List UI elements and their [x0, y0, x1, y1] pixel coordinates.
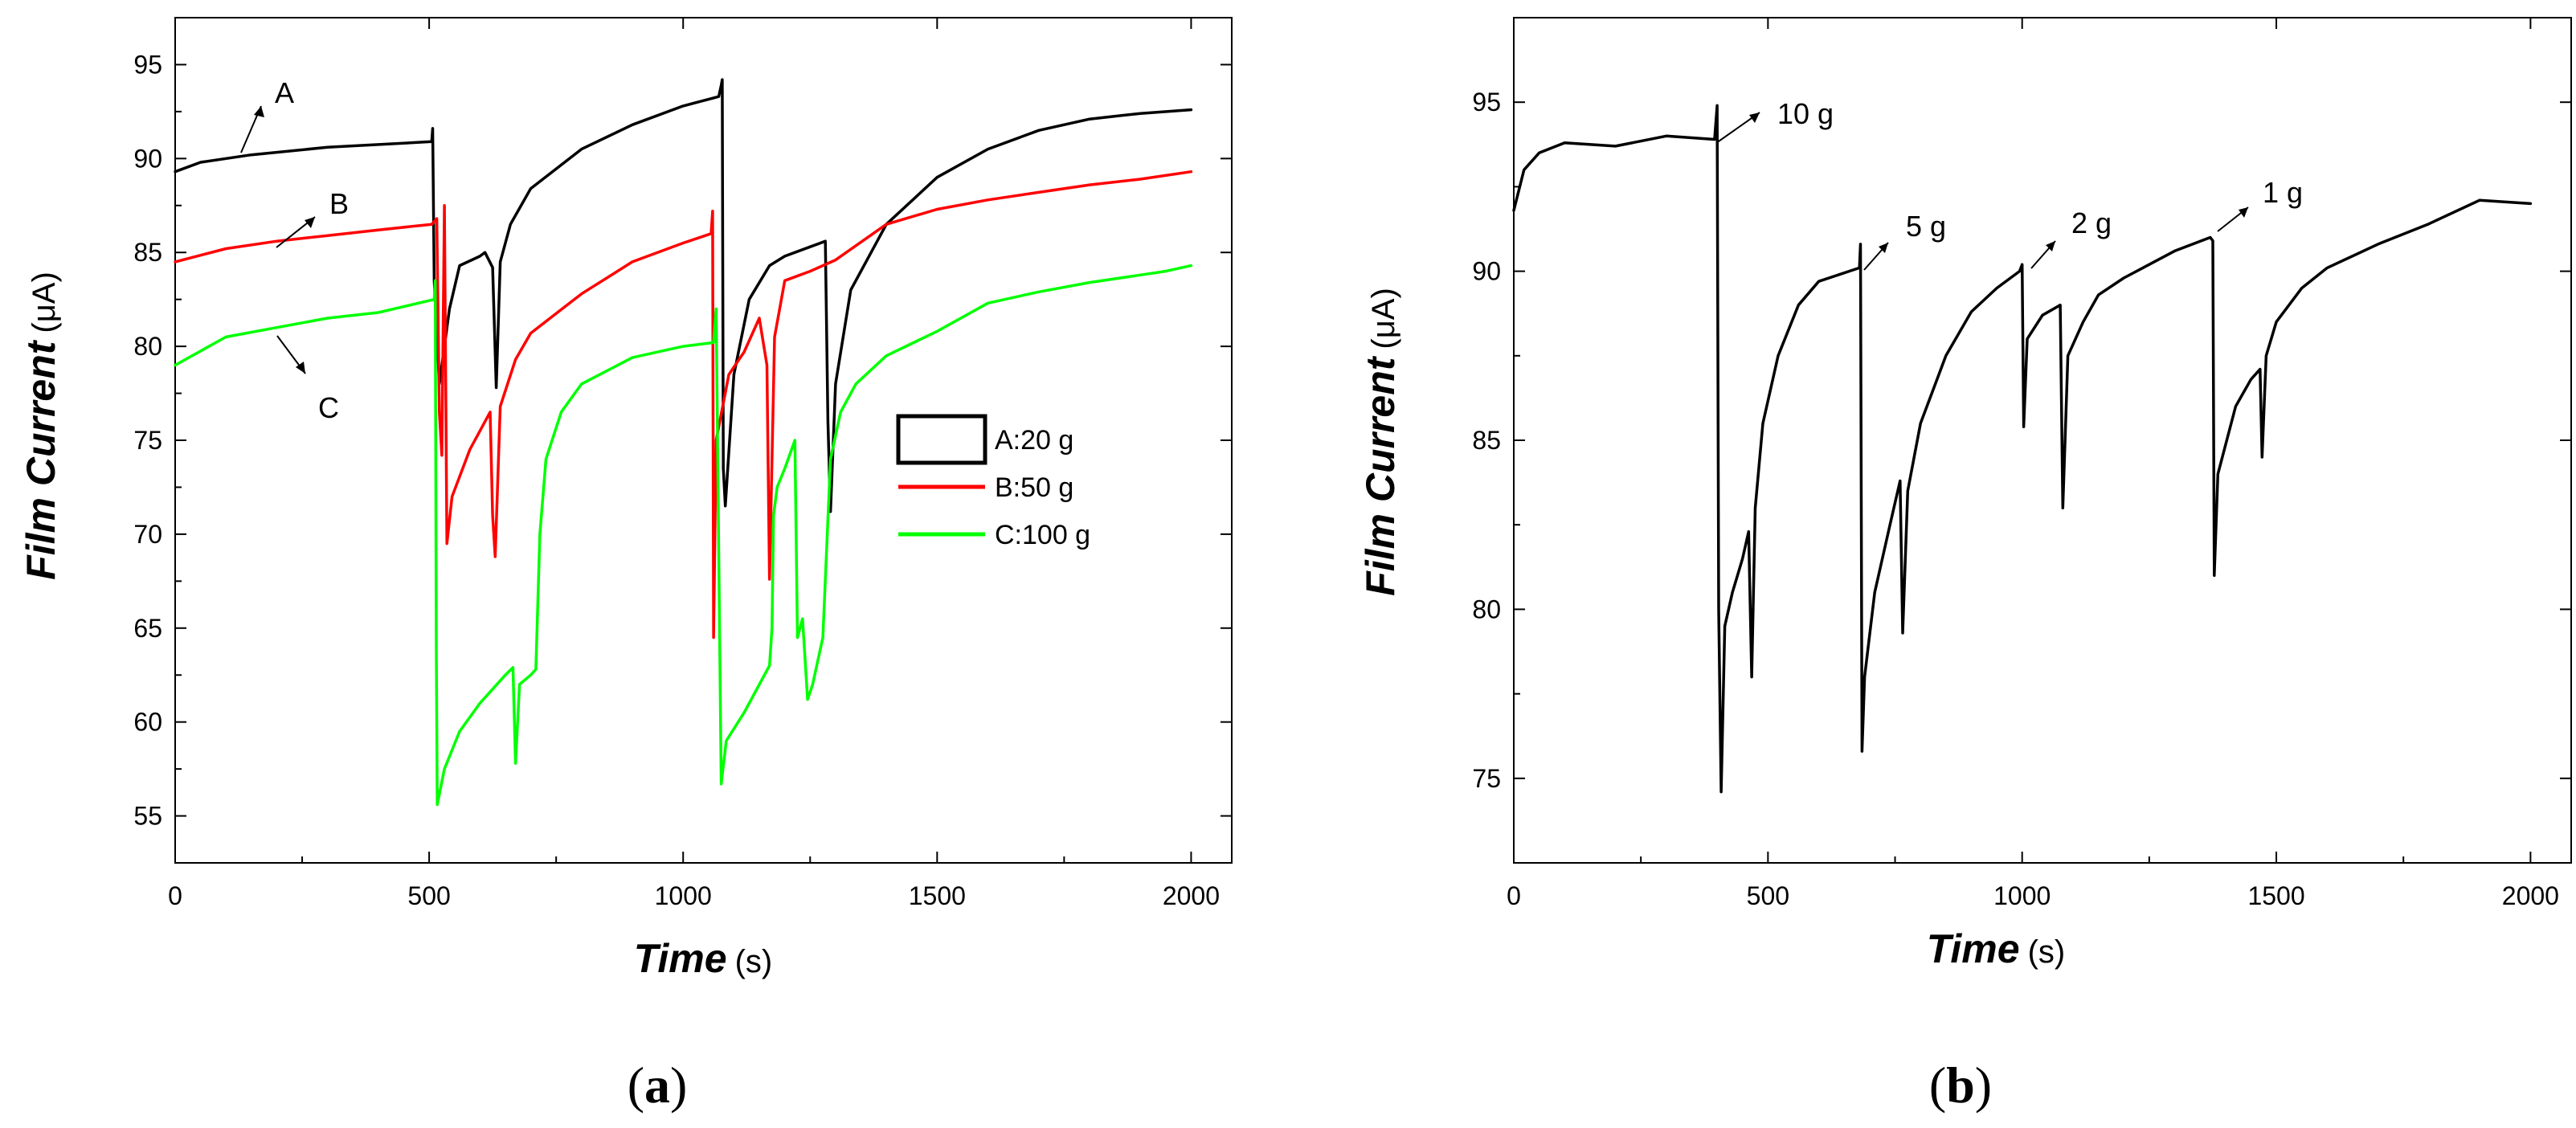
x-tick-label: 1500	[909, 881, 966, 910]
ticks-b: 0 500 1000 1500 2000 75 80 85 90 95	[1472, 18, 2571, 910]
y-tick-label: 55	[133, 802, 162, 831]
x-tick-label: 1000	[1993, 881, 2051, 910]
legend-a: A:20 g B:50 g C:100 g	[896, 414, 1090, 550]
annotation-arrowhead-1g	[2239, 207, 2248, 218]
y-axis-title-b: Film Current(μA)	[1358, 288, 1403, 596]
annotation-label-c: C	[318, 391, 339, 424]
annotation-label-2g: 2 g	[2071, 206, 2112, 239]
panel-label-a: (a)	[628, 1056, 688, 1114]
x-tick-label: 500	[1747, 881, 1789, 910]
y-tick-label: 80	[133, 332, 162, 361]
y-tick-label: 95	[1472, 88, 1501, 116]
y-tick-label: 60	[133, 708, 162, 737]
annotation-label-a: A	[275, 76, 294, 109]
series-group-a	[174, 78, 1193, 807]
annotation-label-b: B	[329, 187, 349, 220]
x-tick-label: 500	[407, 881, 450, 910]
annotation-arrowhead-c	[296, 362, 305, 374]
y-tick-label: 80	[1472, 595, 1501, 623]
y-tick-label: 75	[1472, 764, 1501, 793]
x-tick-label: 0	[1507, 881, 1521, 910]
x-tick-label: 2000	[2502, 881, 2559, 910]
ticks-a: 0 500 1000 1500 2000 55 60 65 70 75 80 85 90 95	[133, 18, 1232, 910]
legend-label-a: A:20 g	[995, 425, 1073, 456]
x-tick-label: 2000	[1163, 881, 1220, 910]
legend-swatch-a	[896, 414, 987, 465]
legend-label-c: C:100 g	[995, 520, 1090, 550]
y-tick-label: 85	[133, 238, 162, 267]
x-tick-label: 0	[168, 881, 182, 910]
series-group-b	[1512, 104, 2533, 794]
annotation-arrowhead-10g	[1749, 112, 1760, 123]
y-tick-label: 70	[133, 520, 162, 549]
panel-label-b: (b)	[1929, 1056, 1992, 1114]
annotation-arrowhead-2g	[2046, 241, 2055, 251]
x-axis-title-a: Time (s)	[634, 936, 772, 981]
y-tick-label: 90	[133, 144, 162, 173]
annotation-arrowhead-a	[254, 106, 264, 117]
annotation-label-10g: 10 g	[1777, 97, 1834, 130]
x-tick-label: 1000	[655, 881, 712, 910]
series-line-c	[174, 264, 1193, 807]
y-tick-label: 90	[1472, 257, 1501, 286]
annotation-label-1g: 1 g	[2263, 176, 2303, 209]
annotation-arrowhead-5g	[1879, 243, 1888, 253]
series-line-film-current	[1512, 104, 2533, 794]
x-axis-title-b: Time (s)	[1927, 926, 2065, 971]
series-line-b	[174, 170, 1193, 640]
y-axis-title-a: Film Current(μA)	[18, 272, 63, 580]
y-tick-label: 75	[133, 426, 162, 455]
annotation-arrowhead-b	[305, 217, 315, 228]
y-tick-label: 85	[1472, 426, 1501, 455]
legend-label-b: B:50 g	[995, 472, 1073, 503]
chart-panel-a: 0 500 1000 1500 2000 55 60 65 70 75 80 85 90 95 A B C…	[18, 17, 1233, 1114]
plot-frame-b	[1513, 17, 2572, 864]
y-tick-label: 65	[133, 614, 162, 643]
y-tick-label: 95	[133, 50, 162, 79]
x-tick-label: 1500	[2247, 881, 2304, 910]
annotation-label-5g: 5 g	[1906, 210, 1946, 243]
